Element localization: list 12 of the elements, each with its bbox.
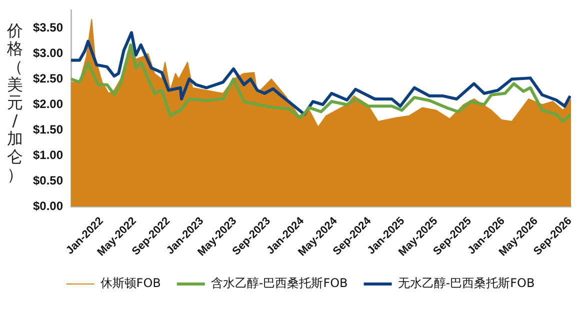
y-tick-label: $1.50 <box>33 122 64 136</box>
legend-label: 休斯顿FOB <box>100 276 161 290</box>
y-tick-label: $2.00 <box>33 96 64 111</box>
legend-label: 含水乙醇-巴西桑托斯FOB <box>210 276 348 290</box>
y-tick-label: $0.50 <box>33 173 64 188</box>
y-tick-label: $1.00 <box>33 148 64 162</box>
legend-label: 无水乙醇-巴西桑托斯FOB <box>398 276 535 290</box>
y-tick-label: $3.00 <box>33 46 64 60</box>
y-tick-label: $0.00 <box>33 198 64 213</box>
y-tick-label: $3.50 <box>33 20 64 34</box>
text: 价格（美元/加仑） <box>7 21 23 184</box>
y-tick-label: $2.50 <box>33 71 64 86</box>
